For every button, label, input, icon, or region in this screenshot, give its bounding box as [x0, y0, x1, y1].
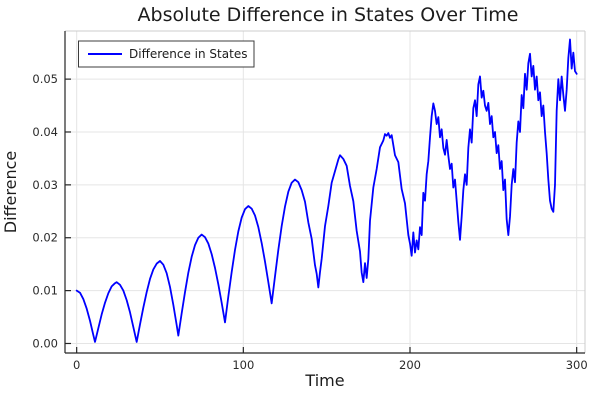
x-tick-label: 300 [566, 358, 588, 372]
x-tick-label: 100 [232, 358, 254, 372]
x-tick-label: 200 [399, 358, 421, 372]
x-tick-label: 0 [73, 358, 80, 372]
x-axis-label: Time [304, 371, 344, 390]
plot-frame [64, 30, 586, 354]
legend: Difference in States [78, 40, 255, 68]
gridlines [65, 31, 585, 353]
tick-labels: 0 100 200 300 0.00 0.01 0.02 0.03 0.04 0.05 [32, 72, 587, 372]
chart-title: Absolute Difference in States Over Time [138, 4, 519, 26]
y-tick-label: 0.05 [32, 72, 58, 86]
y-tick-label: 0.01 [32, 284, 58, 298]
y-tick-label: 0.02 [32, 231, 58, 245]
y-tick-label: 0.03 [32, 178, 58, 192]
y-tick-label: 0.04 [32, 125, 58, 139]
series-line-difference-in-states [75, 38, 578, 343]
y-tick-label: 0.00 [32, 336, 58, 350]
legend-label: Difference in States [129, 47, 247, 61]
y-axis-label: Difference [1, 151, 20, 233]
axis-ticks [65, 78, 578, 353]
